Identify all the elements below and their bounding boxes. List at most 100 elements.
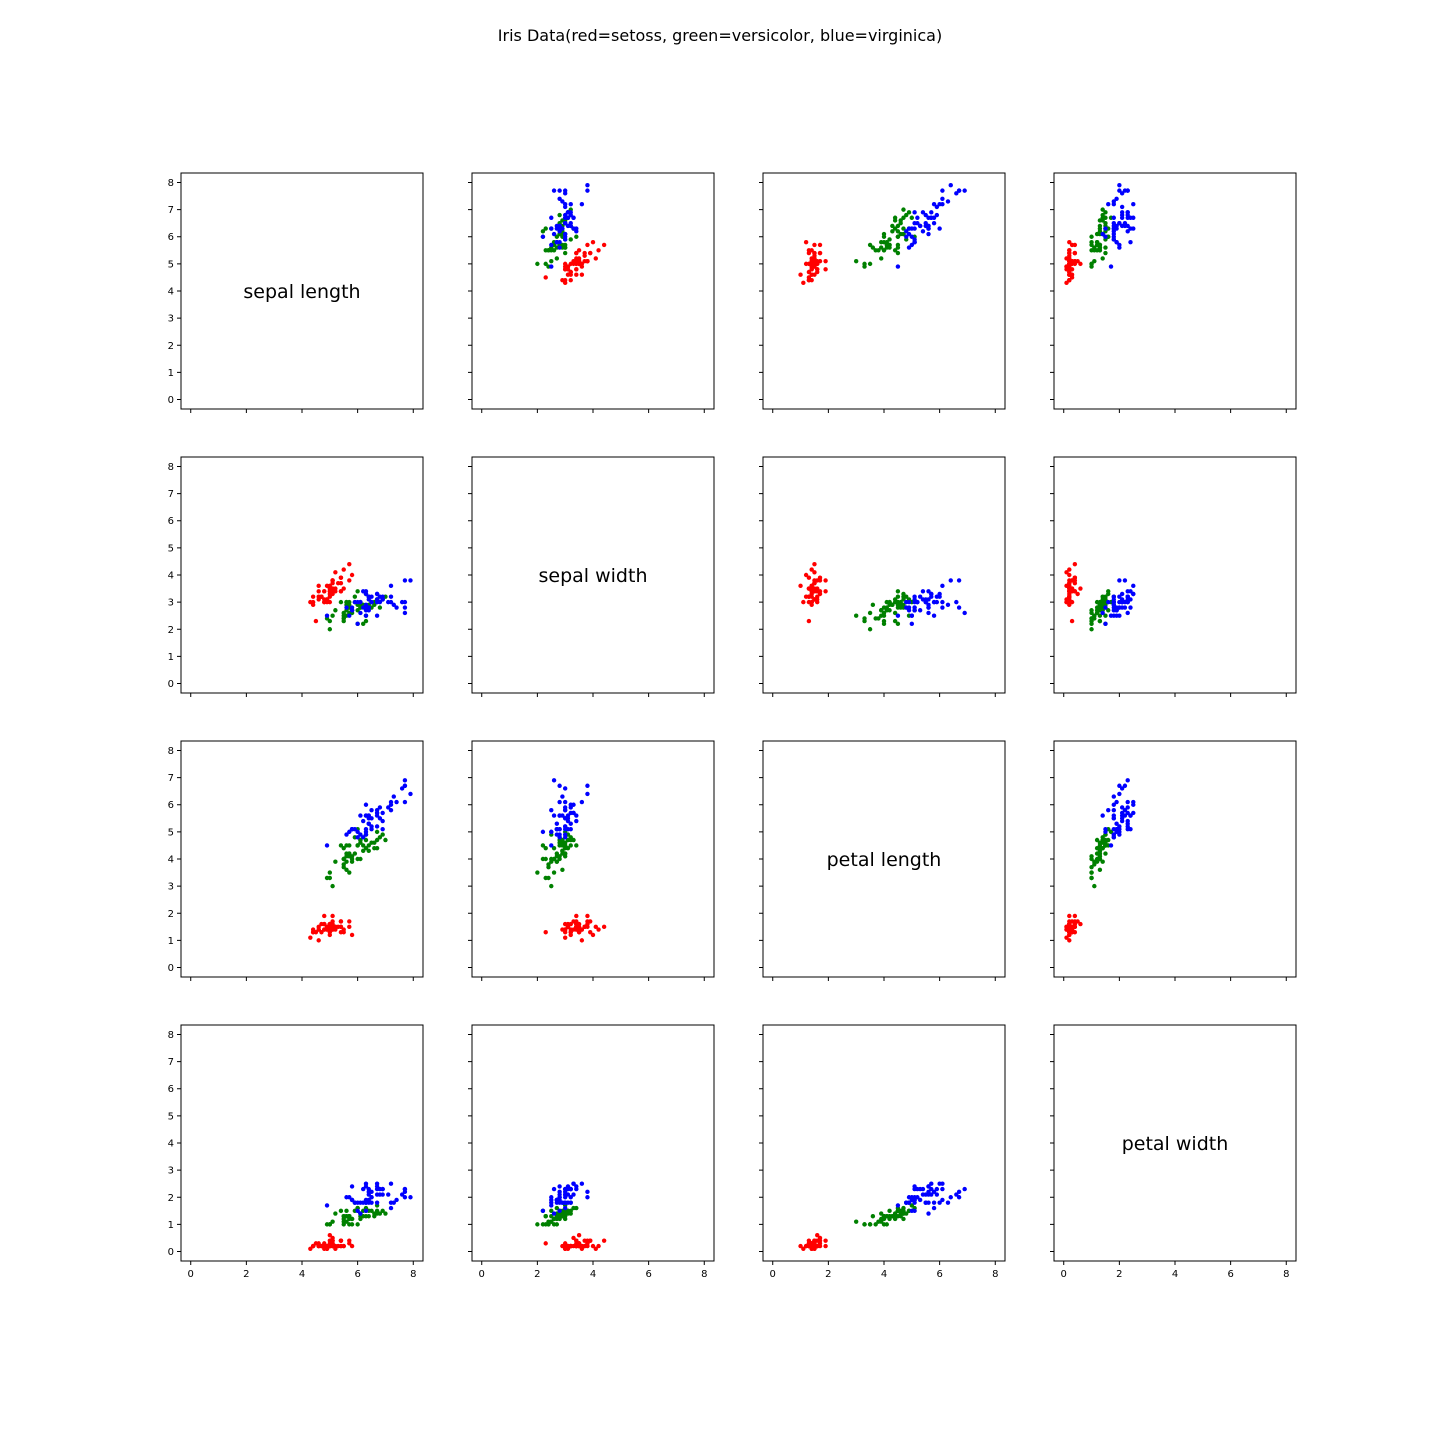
point-s2-45 bbox=[554, 851, 560, 856]
point-s2-48 bbox=[560, 848, 565, 854]
point-s1-35 bbox=[324, 597, 330, 602]
point-s3-45 bbox=[1131, 591, 1136, 597]
point-s3-33 bbox=[557, 813, 562, 818]
point-s2-26 bbox=[372, 845, 377, 851]
point-s3-1 bbox=[363, 802, 369, 807]
point-s2-41 bbox=[341, 1216, 346, 1222]
y-tick-label: 0 bbox=[168, 1247, 174, 1258]
point-s1-15 bbox=[349, 932, 355, 938]
point-s2-28 bbox=[909, 215, 915, 220]
panel-r3-c1: 0 1 2 3 4 5 6 7 8 bbox=[168, 740, 424, 981]
point-s3-48 bbox=[562, 220, 568, 226]
point-s1-32 bbox=[1072, 924, 1078, 930]
point-s1-14 bbox=[801, 599, 806, 605]
point-s3-44 bbox=[1125, 805, 1130, 810]
point-s3-38 bbox=[366, 1200, 371, 1205]
point-s3-23 bbox=[402, 1195, 408, 1200]
point-s2-27 bbox=[904, 1211, 909, 1216]
point-s3-20 bbox=[355, 829, 360, 835]
point-s2-50 bbox=[884, 605, 889, 610]
point-s3-50 bbox=[1111, 599, 1117, 605]
point-s1-38 bbox=[579, 927, 585, 932]
panel-r1-c1: sepal length 0 1 2 3 4 5 6 7 8 bbox=[168, 172, 424, 413]
y-tick-label: 8 bbox=[168, 1030, 174, 1041]
point-s2-41 bbox=[892, 610, 898, 616]
point-s3-48 bbox=[369, 599, 374, 605]
point-s3-45 bbox=[374, 1181, 380, 1186]
point-s3-45 bbox=[1131, 215, 1136, 220]
point-s2-40 bbox=[341, 856, 346, 862]
point-s3-36 bbox=[402, 799, 408, 805]
point-s2-18 bbox=[884, 1222, 889, 1227]
point-s3-14 bbox=[347, 829, 352, 835]
point-s1-49 bbox=[812, 580, 817, 586]
point-s1-42 bbox=[543, 930, 548, 935]
point-s2-31 bbox=[1092, 862, 1097, 867]
point-s2-44 bbox=[543, 875, 548, 881]
point-s2-37 bbox=[1103, 215, 1108, 220]
point-s1-33 bbox=[1064, 256, 1069, 261]
point-s1-46 bbox=[322, 927, 327, 932]
point-s2-17 bbox=[895, 245, 901, 250]
point-s1-40 bbox=[574, 924, 579, 930]
point-s3-40 bbox=[1119, 210, 1125, 215]
point-s1-38 bbox=[579, 1246, 585, 1251]
point-s3-47 bbox=[909, 1197, 915, 1203]
point-s3-20 bbox=[540, 1208, 546, 1214]
variable-label-petal-width: petal width bbox=[1122, 1133, 1229, 1155]
point-s3-50 bbox=[352, 1200, 358, 1205]
point-s3-27 bbox=[904, 229, 909, 234]
point-s3-8 bbox=[391, 602, 396, 608]
point-s2-50 bbox=[1097, 605, 1103, 610]
point-s1-49 bbox=[1067, 580, 1072, 586]
point-s1-45 bbox=[1072, 913, 1078, 919]
point-s3-44 bbox=[934, 212, 940, 218]
point-s1-17 bbox=[338, 575, 344, 580]
point-s3-15 bbox=[349, 1184, 355, 1189]
point-s1-23 bbox=[316, 583, 321, 589]
point-s3-18 bbox=[402, 578, 408, 583]
point-s3-49 bbox=[1125, 589, 1130, 594]
point-s3-34 bbox=[557, 1208, 562, 1214]
point-s3-20 bbox=[355, 1208, 360, 1214]
point-s2-30 bbox=[867, 610, 873, 616]
point-s3-35 bbox=[358, 1211, 363, 1216]
panel-r4-c3: 0 2 4 6 8 bbox=[759, 1024, 1006, 1280]
point-s2-25 bbox=[890, 223, 895, 229]
point-s2-48 bbox=[890, 229, 895, 234]
point-s2-24 bbox=[358, 1216, 363, 1222]
point-s3-42 bbox=[565, 210, 571, 215]
x-tick-label: 0 bbox=[479, 1269, 485, 1280]
point-s3-3 bbox=[386, 805, 391, 810]
x-tick-label: 6 bbox=[645, 1269, 651, 1280]
point-s1-14 bbox=[562, 935, 568, 940]
point-s3-12 bbox=[917, 608, 923, 613]
point-s3-9 bbox=[549, 807, 554, 813]
point-s3-49 bbox=[574, 229, 579, 234]
point-s2-26 bbox=[1100, 218, 1105, 223]
point-s1-24 bbox=[571, 919, 576, 924]
point-s1-15 bbox=[590, 239, 596, 245]
point-s3-23 bbox=[402, 605, 408, 610]
point-s2-19 bbox=[361, 843, 366, 848]
panel-frame bbox=[1053, 456, 1297, 694]
point-s3-15 bbox=[557, 1184, 562, 1189]
panel-frame bbox=[471, 740, 715, 978]
point-s3-28 bbox=[358, 832, 363, 837]
point-s1-25 bbox=[823, 267, 828, 272]
point-s1-7 bbox=[574, 272, 579, 277]
point-s1-33 bbox=[1064, 570, 1069, 575]
point-s3-40 bbox=[380, 818, 385, 824]
point-s3-7 bbox=[549, 843, 554, 848]
y-tick-label: 2 bbox=[168, 625, 174, 636]
point-s1-44 bbox=[1078, 261, 1083, 267]
point-s3-49 bbox=[361, 818, 366, 824]
point-s3-14 bbox=[909, 242, 915, 248]
point-s2-34 bbox=[1106, 608, 1111, 613]
point-s1-48 bbox=[1067, 272, 1072, 277]
point-s1-49 bbox=[1067, 253, 1072, 258]
point-s3-46 bbox=[374, 824, 380, 829]
point-s1-49 bbox=[582, 253, 587, 258]
point-s2-34 bbox=[355, 608, 360, 613]
point-s2-11 bbox=[867, 261, 873, 267]
